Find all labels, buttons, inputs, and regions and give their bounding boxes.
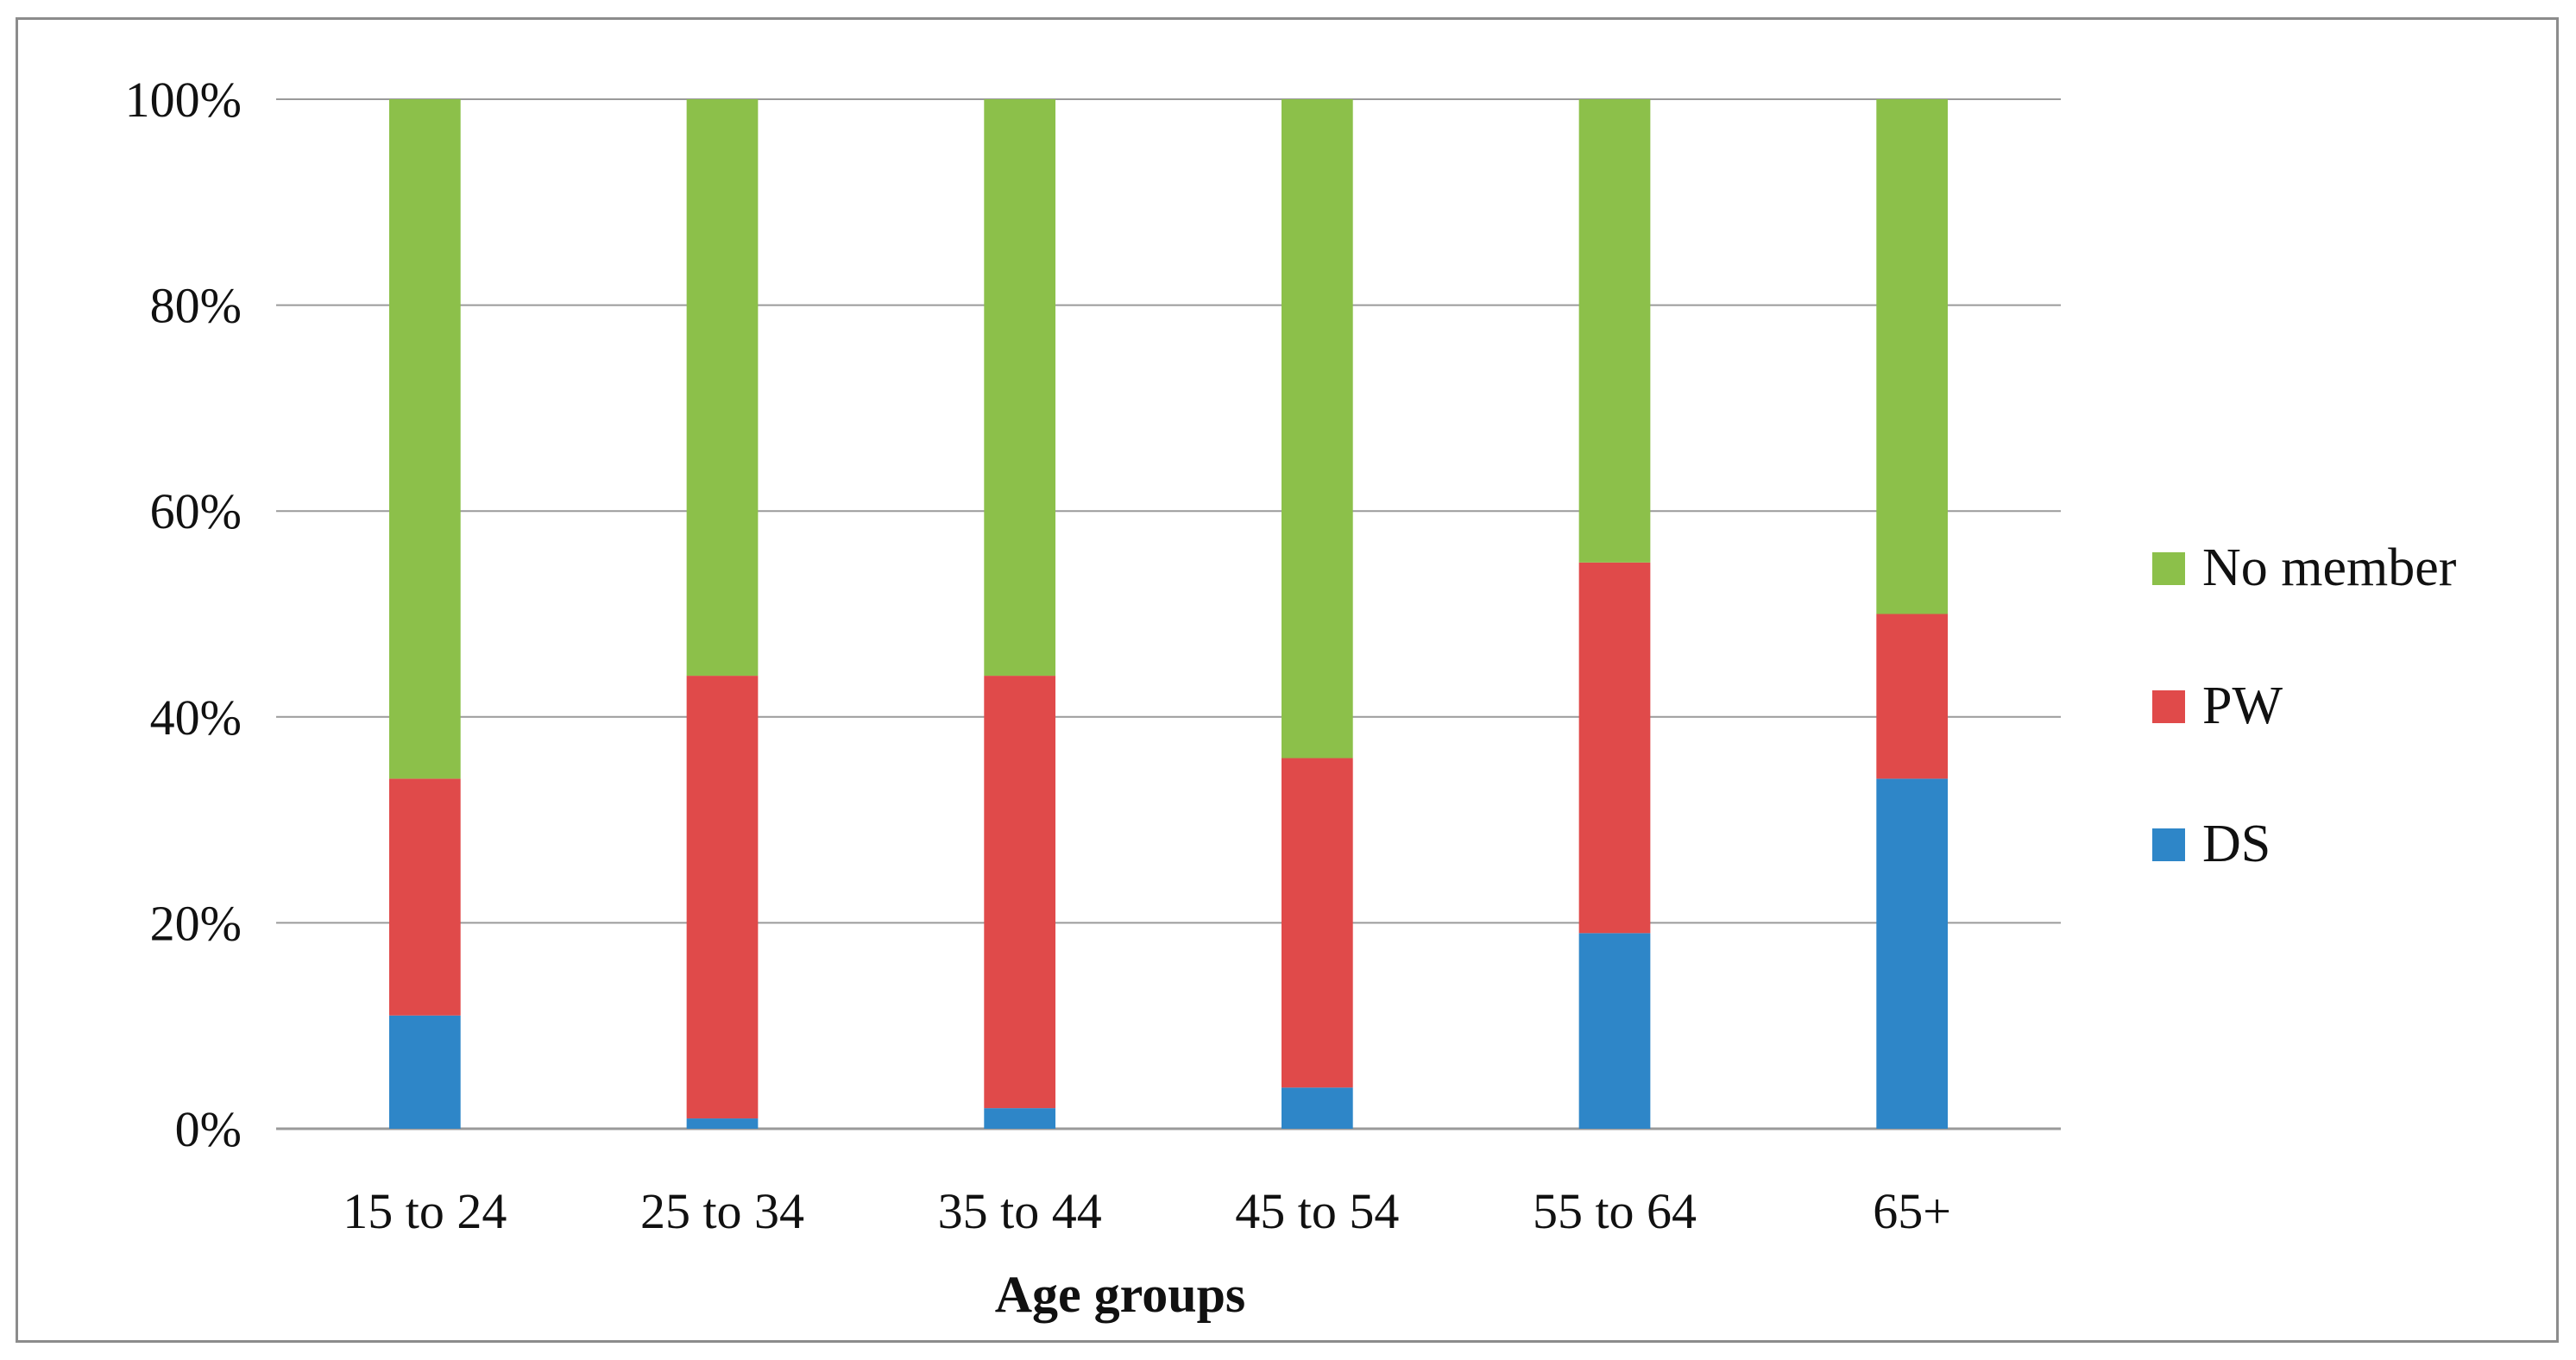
y-axis-ticks: 0% 20% 40% 60% 80% 100%	[125, 72, 242, 1157]
x-tick-label: 55 to 64	[1533, 1183, 1697, 1239]
legend-swatch-ds	[2152, 828, 2185, 861]
x-tick-label: 35 to 44	[938, 1183, 1102, 1239]
legend: No member PW DS	[2152, 538, 2457, 873]
y-tick-label: 100%	[125, 72, 242, 128]
bar-pw-45-to-54	[1281, 758, 1353, 1088]
y-tick-label: 80%	[150, 278, 242, 334]
bar-no-member-55-to-64	[1578, 99, 1651, 563]
legend-label-pw: PW	[2202, 677, 2283, 735]
bar-no-member-35-to-44	[984, 99, 1056, 677]
y-tick-label: 20%	[150, 895, 242, 951]
x-tick-label: 25 to 34	[640, 1183, 804, 1239]
bars	[388, 99, 1949, 1129]
x-tick-label: 15 to 24	[343, 1183, 507, 1239]
bar-pw-35-to-44	[984, 676, 1056, 1109]
bar-pw-65	[1876, 614, 1949, 779]
bar-pw-55-to-64	[1578, 562, 1651, 934]
legend-swatch-pw	[2152, 690, 2185, 723]
x-axis-title: Age groups	[995, 1266, 1246, 1323]
y-tick-label: 0%	[175, 1101, 242, 1157]
bar-no-member-45-to-54	[1281, 99, 1353, 759]
bar-ds-35-to-44	[984, 1108, 1056, 1129]
bar-ds-55-to-64	[1578, 933, 1651, 1129]
gridlines	[276, 98, 2061, 1130]
x-tick-label: 65+	[1873, 1183, 1951, 1239]
bar-pw-15-to-24	[388, 778, 461, 1016]
bar-ds-45-to-54	[1281, 1087, 1353, 1129]
y-tick-label: 60%	[150, 483, 242, 539]
bar-no-member-15-to-24	[388, 99, 461, 779]
legend-swatch-no-member	[2152, 552, 2185, 585]
bar-ds-25-to-34	[686, 1118, 759, 1129]
y-tick-label: 40%	[150, 689, 242, 746]
bar-pw-25-to-34	[686, 676, 759, 1119]
bar-ds-15-to-24	[388, 1015, 461, 1129]
bar-ds-65	[1876, 778, 1949, 1129]
legend-label-no-member: No member	[2202, 538, 2457, 597]
bar-no-member-65	[1876, 99, 1949, 614]
x-axis-ticks: 15 to 24 25 to 34 35 to 44 45 to 54 55 to 64…	[343, 1183, 1951, 1239]
legend-label-ds: DS	[2202, 815, 2271, 873]
bar-no-member-25-to-34	[686, 99, 759, 677]
x-tick-label: 45 to 54	[1235, 1183, 1399, 1239]
